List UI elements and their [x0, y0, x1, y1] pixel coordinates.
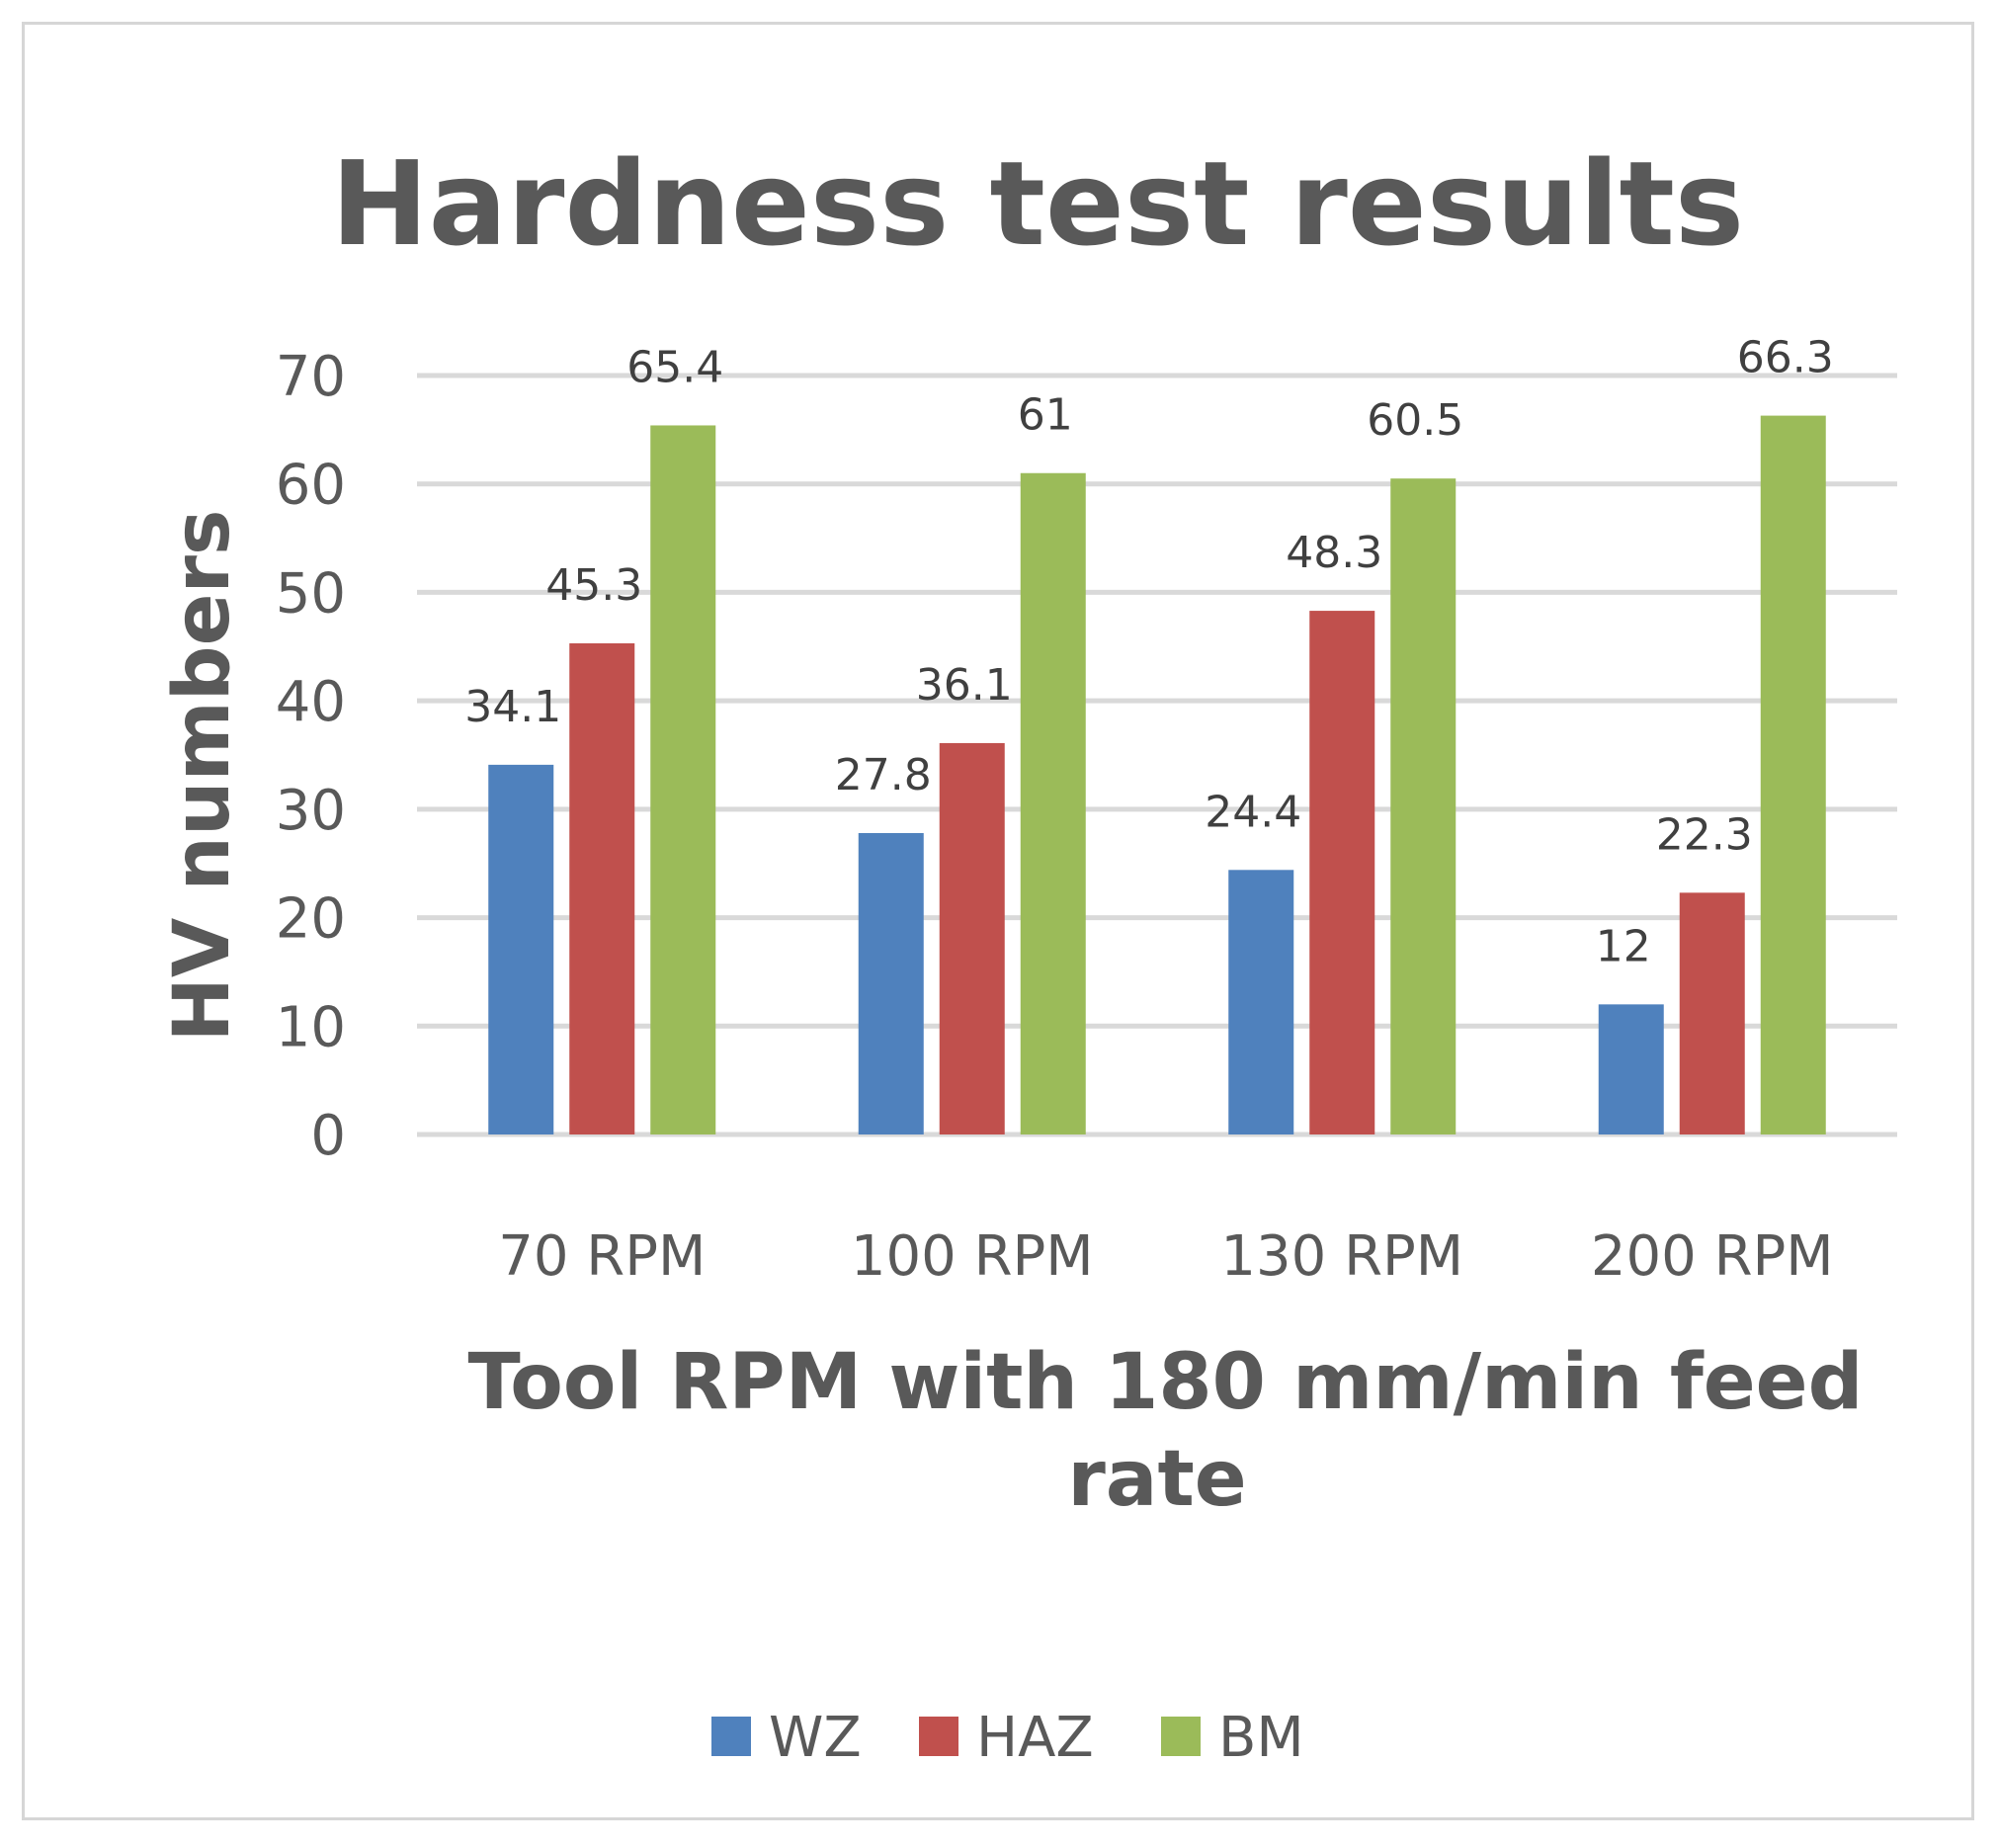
x-tick-label: 70 RPM: [498, 1224, 706, 1289]
legend-swatch: [919, 1717, 958, 1756]
legend-swatch: [711, 1717, 751, 1756]
legend-label: BM: [1218, 1706, 1304, 1770]
gridlines: [417, 373, 1897, 1137]
bar-bm: [1760, 415, 1826, 1134]
data-label: 66.3: [1737, 333, 1834, 383]
x-tick-label: 130 RPM: [1220, 1224, 1463, 1289]
bar-bm: [650, 425, 716, 1134]
legend-label: WZ: [769, 1706, 862, 1770]
x-axis-title-line-2: rate: [1067, 1435, 1246, 1524]
y-axis-ticks: 0 10 20 30 40 50 60 70: [276, 345, 346, 1168]
data-label: 65.4: [626, 342, 723, 392]
y-tick-label: 20: [276, 887, 346, 952]
bars: [488, 415, 1826, 1134]
data-label: 45.3: [545, 560, 642, 611]
y-tick-label: 70: [276, 345, 346, 409]
bar-chart: 34.1 45.3 65.4 27.8 36.1 61 24.4 48.3 60.5 12 22.3…: [158, 135, 1897, 1770]
chart-frame: 34.1 45.3 65.4 27.8 36.1 61 24.4 48.3 60.5 12 22.3…: [22, 22, 1974, 1820]
data-label: 61: [1018, 390, 1073, 441]
y-tick-label: 50: [276, 561, 346, 626]
bar-haz: [1679, 892, 1745, 1134]
data-label: 22.3: [1656, 809, 1753, 860]
x-tick-label: 100 RPM: [851, 1224, 1094, 1289]
bar-haz: [1309, 611, 1375, 1134]
x-axis-ticks: 70 RPM 100 RPM 130 RPM 200 RPM: [498, 1224, 1833, 1289]
bar-bm: [1390, 478, 1457, 1134]
data-label: 12: [1596, 921, 1651, 971]
legend-label: HAZ: [976, 1706, 1094, 1770]
data-label: 48.3: [1286, 528, 1382, 578]
data-label: 24.4: [1205, 787, 1301, 837]
data-labels: 34.1 45.3 65.4 27.8 36.1 61 24.4 48.3 60.5 12 22.3…: [464, 333, 1833, 972]
legend: WZ HAZ BM: [711, 1706, 1304, 1770]
legend-item-bm: BM: [1161, 1706, 1304, 1770]
bar-wz: [1598, 1004, 1664, 1134]
data-label: 34.1: [464, 682, 561, 732]
bar-haz: [939, 742, 1005, 1134]
legend-item-haz: HAZ: [919, 1706, 1094, 1770]
bar-wz: [858, 832, 924, 1134]
chart-title: Hardness test results: [331, 135, 1744, 272]
legend-swatch: [1161, 1717, 1201, 1756]
x-axis-title-line-1: Tool RPM with 180 mm/min feed: [467, 1338, 1863, 1427]
bar-haz: [569, 642, 635, 1134]
legend-item-wz: WZ: [711, 1706, 862, 1770]
bar-bm: [1020, 472, 1086, 1134]
y-tick-label: 40: [276, 670, 346, 734]
bar-wz: [488, 764, 554, 1134]
x-tick-label: 200 RPM: [1591, 1224, 1834, 1289]
y-axis-title: HV numbers: [158, 510, 247, 1043]
data-label: 36.1: [916, 660, 1013, 711]
data-label: 60.5: [1367, 395, 1463, 446]
bar-wz: [1228, 870, 1294, 1134]
x-axis-title: Tool RPM with 180 mm/min feed rate: [467, 1338, 1889, 1524]
y-tick-label: 30: [276, 779, 346, 843]
y-tick-label: 0: [310, 1104, 346, 1168]
data-label: 27.8: [835, 750, 932, 800]
y-tick-label: 60: [276, 454, 346, 518]
y-tick-label: 10: [276, 995, 346, 1059]
